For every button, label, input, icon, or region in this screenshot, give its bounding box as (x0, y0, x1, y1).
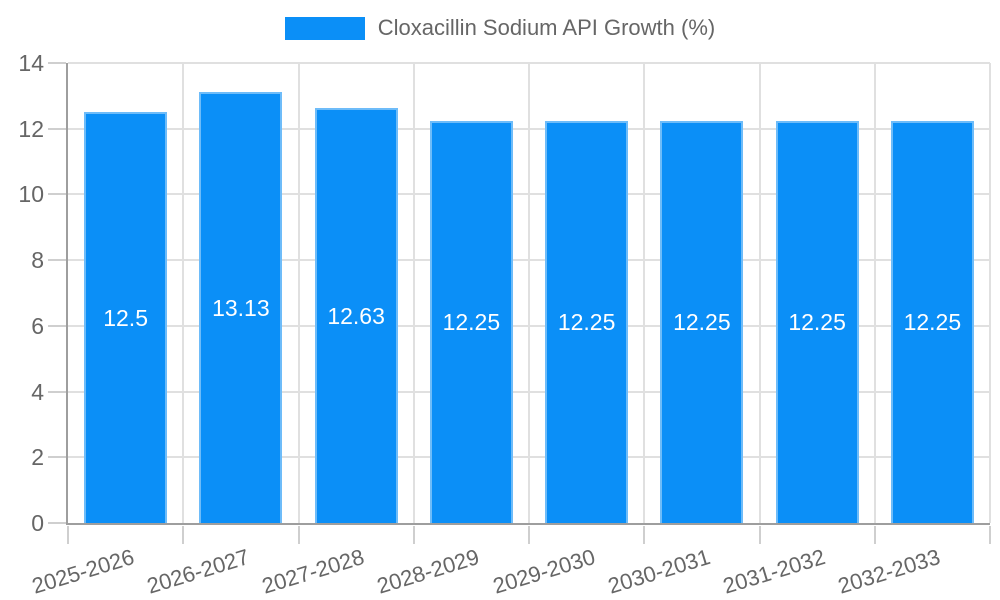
y-axis-tick-label: 8 (31, 247, 44, 274)
y-axis-tick-label: 12 (18, 115, 44, 142)
x-axis-tick (873, 526, 876, 544)
bar-value-label: 13.13 (212, 294, 270, 321)
y-axis-tick (48, 324, 66, 327)
chart-legend-item[interactable]: Cloxacillin Sodium API Growth (%) (0, 15, 1000, 40)
gridline-vertical (297, 63, 300, 523)
legend-swatch (284, 16, 365, 40)
gridline-vertical (412, 63, 415, 523)
x-axis-tick (989, 526, 991, 544)
bar-value-label: 12.25 (788, 309, 846, 336)
y-axis-tick-label: 4 (31, 378, 44, 405)
legend-label: Cloxacillin Sodium API Growth (%) (377, 15, 716, 40)
y-axis-tick-label: 10 (18, 181, 44, 208)
y-axis-tick (48, 127, 66, 130)
y-axis-tick-label: 0 (31, 510, 44, 536)
x-axis-tick (528, 526, 530, 544)
gridline-vertical (873, 63, 876, 523)
gridline-vertical (989, 63, 991, 523)
bar-value-label: 12.25 (903, 309, 962, 336)
bar-2025-2026[interactable]: 12.5 (84, 112, 168, 523)
x-axis-tick (412, 526, 415, 544)
y-axis-tick-label: 6 (31, 312, 44, 339)
bar-2030-2031[interactable]: 12.25 (660, 120, 744, 523)
y-axis-tick (48, 193, 66, 196)
x-axis-category-label: 2027-2028 (259, 544, 368, 599)
x-axis-tick (758, 526, 761, 544)
y-axis-tick (48, 390, 66, 393)
gridline-vertical (643, 63, 646, 523)
y-axis-tick (48, 259, 66, 262)
gridline-vertical (528, 63, 530, 523)
bar-2031-2032[interactable]: 12.25 (775, 120, 859, 523)
x-axis-tick (182, 526, 185, 544)
bar-value-label: 12.63 (327, 302, 385, 329)
x-axis-tick (67, 526, 69, 544)
x-axis-tick (297, 526, 300, 544)
y-axis-tick (48, 522, 66, 524)
bar-value-label: 12.25 (673, 309, 731, 336)
y-axis-tick (48, 62, 66, 65)
x-axis-category-label: 2025-2026 (28, 544, 137, 599)
x-axis-tick (643, 526, 646, 544)
gridline-vertical (182, 63, 185, 523)
y-axis-tick-label: 14 (18, 50, 44, 76)
y-axis-tick (48, 456, 66, 459)
gridline-vertical (758, 63, 761, 523)
x-axis-category-label: 2032-2033 (835, 544, 944, 599)
bar-value-label: 12.25 (442, 309, 501, 336)
bar-2027-2028[interactable]: 12.63 (314, 108, 398, 523)
x-axis-category-label: 2029-2030 (489, 544, 598, 599)
x-axis-category-label: 2030-2031 (604, 544, 713, 599)
bar-2026-2027[interactable]: 13.13 (199, 91, 283, 523)
y-axis-tick-label: 2 (31, 444, 44, 471)
bar-2028-2029[interactable]: 12.25 (429, 120, 513, 523)
bar-value-label: 12.5 (103, 305, 148, 331)
bar-2029-2030[interactable]: 12.25 (545, 120, 629, 523)
x-axis-category-label: 2031-2032 (720, 544, 829, 599)
x-axis-category-label: 2026-2027 (143, 544, 252, 599)
x-axis-category-label: 2028-2029 (374, 544, 483, 599)
plot-area: 0 2 4 6 8 10 12 14 12.5 13.13 12.63 12.25 12.25 12.25… (18, 50, 991, 599)
bar-value-label: 12.25 (557, 309, 616, 336)
bar-2032-2033[interactable]: 12.25 (890, 120, 974, 523)
